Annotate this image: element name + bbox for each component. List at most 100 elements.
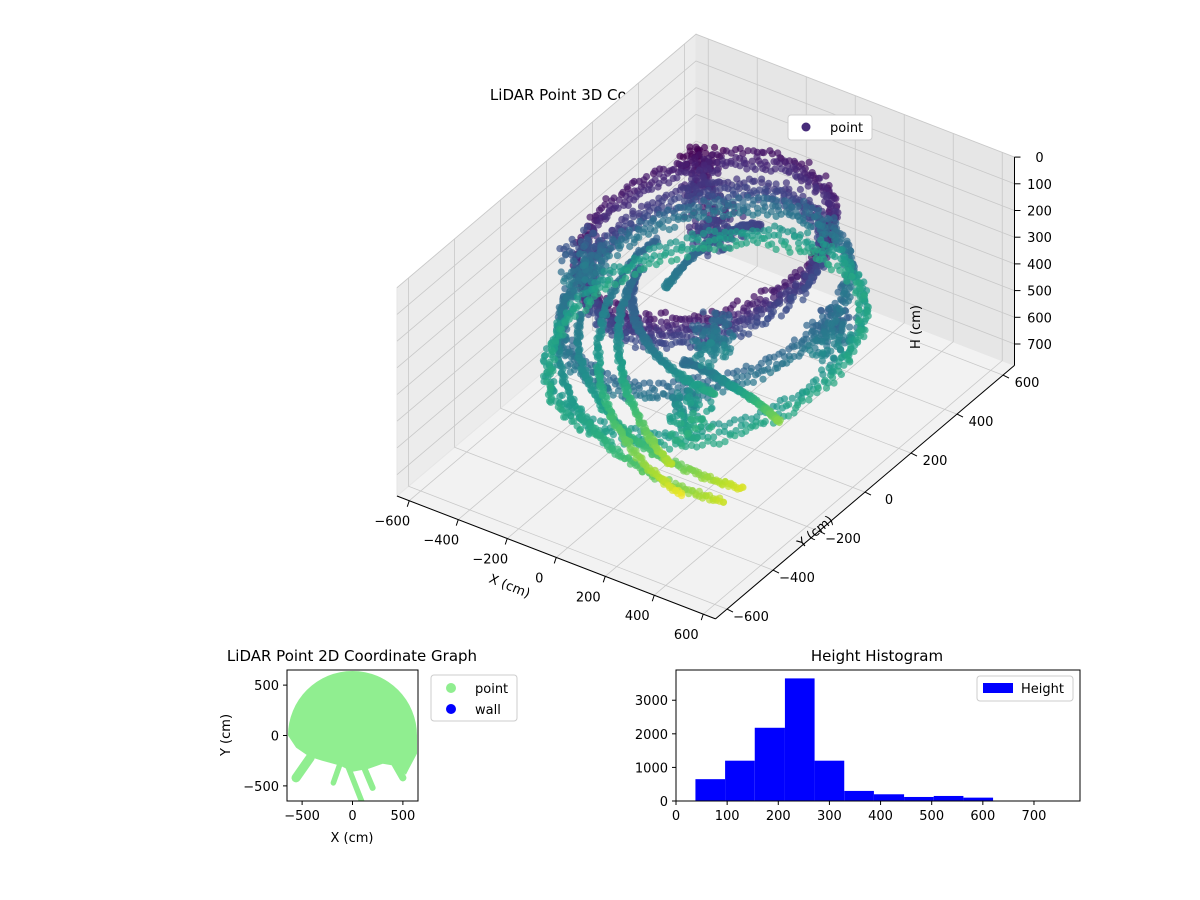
data-point-3d [607, 316, 615, 324]
data-point-3d [681, 356, 690, 365]
data-point-3d [822, 384, 831, 392]
tick-mark-x [406, 500, 410, 507]
data-point-3d [708, 333, 717, 341]
grid-line-y [638, 82, 958, 415]
tick-label-x: 200 [766, 809, 791, 824]
data-point-3d [718, 160, 726, 168]
data-point-3d [749, 236, 757, 244]
tick-label-z: 300 [1027, 231, 1052, 246]
data-point-3d [835, 333, 844, 341]
tick-label-x: −200 [472, 553, 508, 568]
data-point-3d [700, 386, 708, 394]
tick-mark-y [772, 569, 780, 574]
histogram-bars [695, 678, 994, 801]
grid-line-x [653, 133, 954, 596]
data-point-3d [722, 348, 730, 356]
data-point-3d [732, 228, 741, 236]
data-point-3d [857, 331, 865, 340]
data-point-3d [689, 211, 697, 219]
data-point-3d [668, 314, 677, 322]
histogram-legend-box [976, 675, 1074, 702]
data-point-3d [707, 398, 715, 406]
data-point-3d [704, 359, 712, 367]
data-point-3d [753, 318, 761, 326]
tick-label-x: 500 [919, 809, 944, 824]
data-point-3d [673, 174, 681, 182]
data-point-3d [741, 413, 750, 421]
data-point-3d [667, 249, 675, 257]
data-point-3d [857, 285, 865, 293]
data-point-3d [748, 157, 756, 165]
histogram-bar [963, 797, 994, 801]
data-point-3d [816, 174, 824, 182]
data-point-3d [688, 487, 697, 495]
data-point-3d [666, 445, 674, 453]
data-point-3d [715, 440, 723, 448]
data-point-3d [540, 358, 548, 366]
chart-2d-xlabel: X (cm) [331, 831, 374, 846]
data-point-3d [640, 257, 648, 265]
data-point-3d [624, 267, 632, 275]
tick-mark-x [602, 576, 606, 583]
data-point-3d [610, 194, 618, 202]
histogram-bar [814, 760, 845, 801]
data-point-3d [765, 179, 773, 187]
data-point-3d [657, 318, 665, 326]
tick-label-x: 300 [817, 809, 842, 824]
data-point-3d [721, 228, 729, 236]
data-point-3d [646, 379, 654, 387]
data-point-3d [614, 445, 622, 453]
chart-2d-legend: point wall [430, 674, 518, 722]
tick-label-y: 0 [660, 795, 668, 810]
data-point-3d [676, 152, 684, 160]
data-point-3d [694, 234, 702, 242]
data-point-3d [576, 250, 585, 258]
data-point-3d [778, 348, 787, 356]
data-point-3d [700, 166, 708, 174]
data-point-3d [695, 401, 704, 409]
data-point-3d [556, 245, 564, 253]
data-point-3d [598, 257, 606, 265]
tick-label-x: 400 [868, 809, 893, 824]
data-point-3d [847, 343, 855, 351]
data-point-3d [729, 190, 737, 198]
data-point-3d [678, 427, 686, 435]
data-point-3d [817, 236, 825, 244]
data-point-3d [710, 246, 719, 254]
data-point-3d [780, 241, 788, 249]
data-point-3d [719, 388, 727, 396]
grid-line-z [396, 60, 1015, 315]
data-point-3d [642, 310, 650, 318]
histogram-legend: Height [976, 675, 1074, 702]
data-point-3d [727, 479, 735, 487]
chart-3d-xlabel: X (cm) [487, 572, 532, 602]
data-point-3d [796, 185, 805, 194]
tick-mark-x [504, 538, 508, 545]
chart-2d: LiDAR Point 2D Coordinate Graph −500 0 500… [219, 647, 518, 846]
data-point-3d [758, 175, 766, 183]
data-point-3d [726, 244, 734, 253]
data-point-3d [658, 197, 666, 205]
data-point-3d [661, 251, 669, 259]
data-point-3d [684, 429, 692, 437]
chart-2d-legend-marker-point [446, 683, 456, 693]
data-point-3d [580, 242, 588, 251]
data-point-3d [590, 262, 598, 270]
data-point-3d [761, 185, 770, 193]
data-point-3d [747, 322, 755, 330]
data-point-3d [574, 277, 582, 285]
data-point-3d [842, 266, 850, 274]
data-point-3d [692, 337, 701, 345]
data-point-3d [749, 163, 757, 171]
data-point-3d [664, 206, 672, 214]
tick-label-y: 3000 [635, 694, 668, 709]
data-point-3d [753, 298, 761, 306]
data-point-3d [856, 326, 864, 334]
data-point-3d [642, 316, 650, 324]
data-point-3d [775, 299, 784, 307]
tick-mark-y [818, 530, 826, 535]
point-region-leg [391, 760, 407, 782]
data-point-3d [584, 233, 592, 241]
data-point-3d [572, 304, 580, 312]
data-point-3d [565, 315, 573, 323]
